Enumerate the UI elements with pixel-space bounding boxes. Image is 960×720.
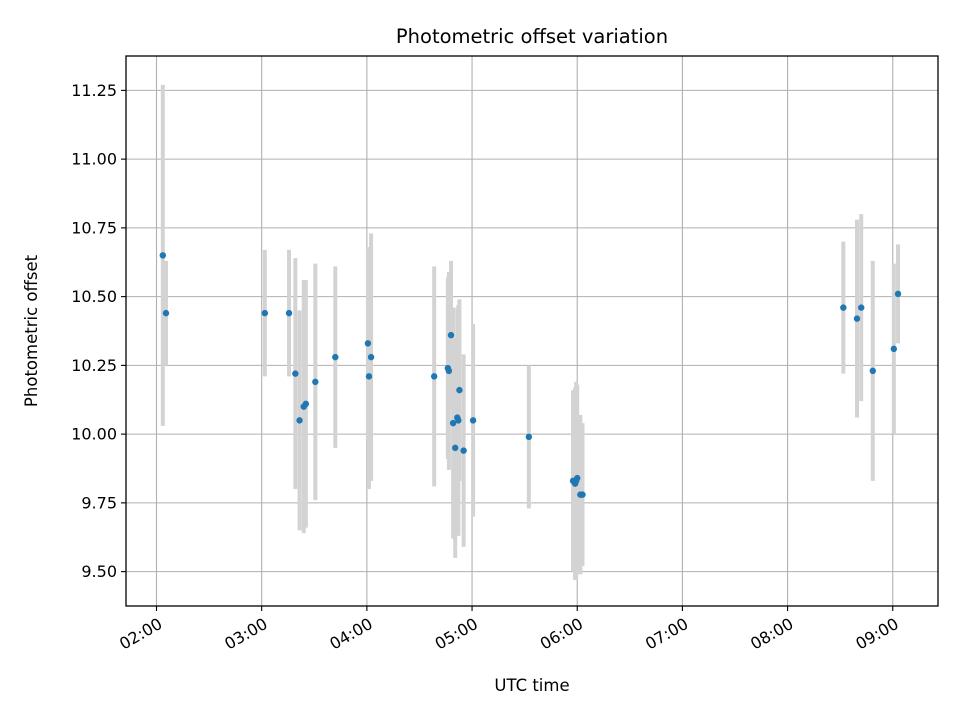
y-axis-label: Photometric offset bbox=[22, 254, 41, 407]
data-point bbox=[869, 367, 876, 375]
data-point bbox=[445, 367, 453, 375]
data-point bbox=[285, 309, 293, 317]
y-tick-label: 10.00 bbox=[71, 425, 117, 444]
data-point bbox=[525, 433, 533, 441]
data-point bbox=[840, 304, 847, 311]
data-point bbox=[296, 417, 303, 424]
data-point bbox=[455, 417, 462, 424]
y-axis-ticks: 9.50 9.75 10.00 10.25 10.50 10.75 11.00 11.25 bbox=[71, 81, 126, 581]
data-point bbox=[460, 447, 467, 454]
data-point bbox=[159, 252, 167, 259]
data-point bbox=[312, 378, 319, 386]
y-tick-label: 10.50 bbox=[71, 287, 117, 306]
data-point bbox=[456, 386, 463, 394]
plot-area bbox=[126, 56, 938, 606]
y-tick-label: 10.25 bbox=[71, 356, 117, 375]
grid-lines bbox=[126, 56, 938, 606]
chart-title: Photometric offset variation bbox=[396, 25, 668, 48]
data-point bbox=[853, 315, 861, 322]
data-point bbox=[367, 353, 375, 361]
y-tick-label: 11.25 bbox=[71, 81, 117, 100]
data-point bbox=[858, 304, 865, 311]
data-point bbox=[261, 309, 269, 317]
data-point bbox=[292, 370, 299, 377]
data-point bbox=[302, 400, 310, 408]
y-tick-label: 9.50 bbox=[81, 562, 117, 581]
data-point bbox=[452, 444, 459, 452]
y-tick-label: 10.75 bbox=[71, 218, 117, 237]
data-point bbox=[332, 353, 339, 361]
data-point bbox=[894, 290, 902, 298]
data-points bbox=[159, 252, 902, 498]
plot-frame bbox=[125, 55, 939, 607]
data-point bbox=[469, 417, 477, 424]
y-tick-label: 11.00 bbox=[71, 150, 117, 169]
x-axis-label: UTC time bbox=[494, 676, 569, 695]
data-point bbox=[162, 309, 170, 317]
data-point bbox=[579, 491, 586, 498]
data-point bbox=[447, 331, 455, 339]
data-point bbox=[574, 474, 581, 482]
data-point bbox=[449, 419, 457, 427]
y-tick-label: 9.75 bbox=[81, 493, 117, 512]
data-point bbox=[890, 345, 898, 353]
data-point bbox=[430, 373, 438, 380]
data-point bbox=[365, 373, 373, 380]
data-point bbox=[364, 340, 372, 347]
